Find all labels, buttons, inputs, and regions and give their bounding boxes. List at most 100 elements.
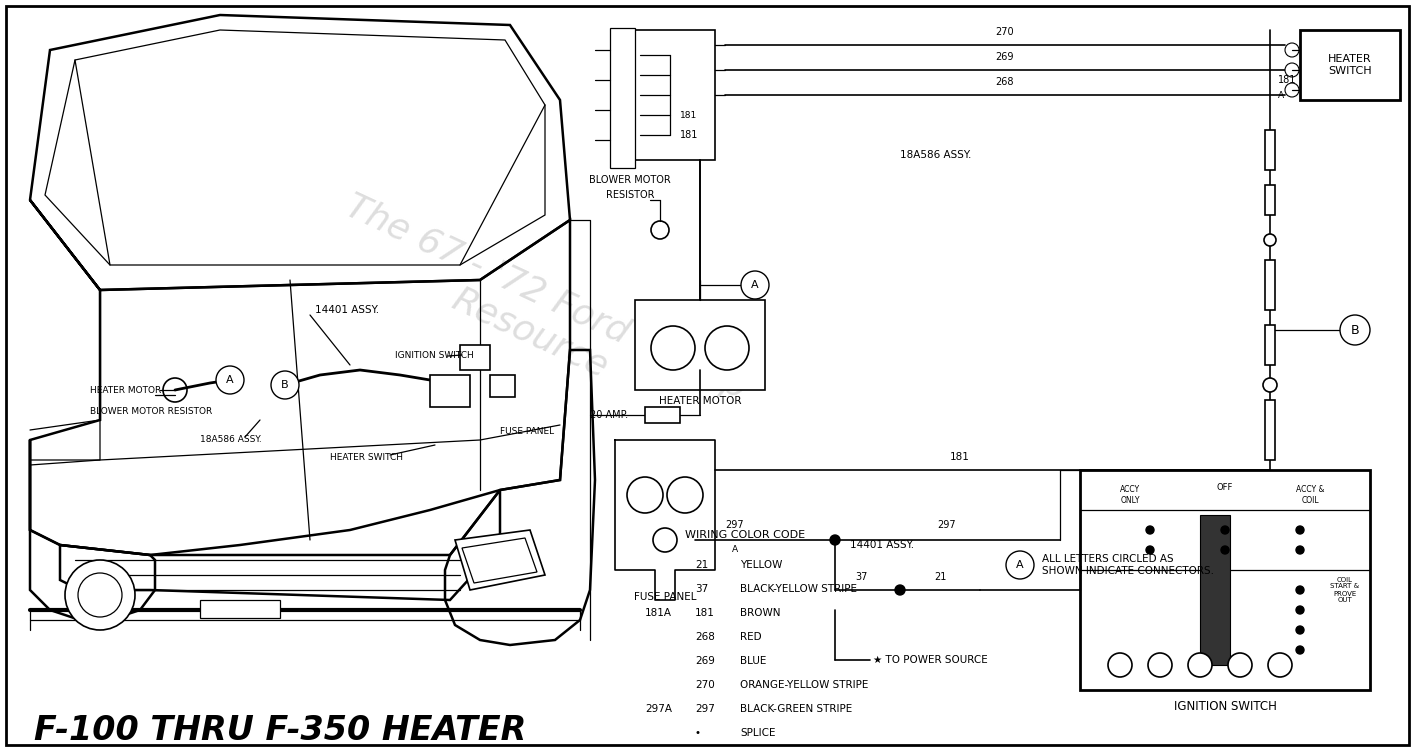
Text: 37: 37: [695, 584, 709, 594]
Text: •: •: [695, 728, 700, 738]
Circle shape: [652, 528, 676, 552]
Text: 181: 181: [695, 608, 715, 618]
Text: HEATER MOTOR: HEATER MOTOR: [659, 396, 741, 406]
Text: 181A: 181A: [645, 608, 672, 618]
Circle shape: [1268, 653, 1292, 677]
Text: 14401 ASSY.: 14401 ASSY.: [316, 305, 379, 315]
Text: 269: 269: [695, 656, 715, 666]
Text: A: A: [751, 280, 758, 290]
Bar: [635, 30, 715, 160]
Text: ACCY &
COIL: ACCY & COIL: [1296, 485, 1324, 505]
Circle shape: [831, 535, 841, 545]
Circle shape: [1146, 526, 1155, 534]
Circle shape: [741, 271, 768, 299]
Text: ACCY
ONLY: ACCY ONLY: [1119, 485, 1140, 505]
Bar: [1265, 325, 1275, 365]
Text: B: B: [282, 380, 289, 390]
Circle shape: [1189, 653, 1213, 677]
Circle shape: [1108, 653, 1132, 677]
Text: 270: 270: [695, 680, 715, 690]
Text: 297A: 297A: [645, 704, 672, 714]
Circle shape: [1296, 606, 1305, 614]
Circle shape: [1228, 653, 1252, 677]
Text: BLOWER MOTOR: BLOWER MOTOR: [589, 175, 671, 185]
Bar: [1080, 470, 1370, 690]
Text: 268: 268: [996, 77, 1015, 87]
Text: BLACK-GREEN STRIPE: BLACK-GREEN STRIPE: [740, 704, 852, 714]
Text: A: A: [732, 545, 739, 554]
Bar: [645, 407, 681, 423]
Text: 18A586 ASSY.: 18A586 ASSY.: [200, 436, 262, 445]
Bar: [635, 300, 766, 390]
Text: 21: 21: [695, 560, 709, 570]
Bar: [200, 600, 280, 618]
Text: HEATER SWITCH: HEATER SWITCH: [330, 453, 403, 462]
Bar: [1265, 185, 1275, 215]
Text: FUSE PANEL: FUSE PANEL: [499, 427, 555, 436]
Bar: [1265, 400, 1275, 460]
Bar: [1300, 30, 1399, 100]
Circle shape: [666, 477, 703, 513]
Circle shape: [1285, 43, 1299, 57]
Circle shape: [651, 326, 695, 370]
Text: IGNITION SWITCH: IGNITION SWITCH: [395, 351, 474, 360]
Polygon shape: [456, 530, 545, 590]
Text: ★ TO POWER SOURCE: ★ TO POWER SOURCE: [873, 655, 988, 665]
Text: OFF: OFF: [1217, 484, 1234, 493]
Circle shape: [1296, 586, 1305, 594]
Text: A: A: [1016, 560, 1024, 570]
Text: 21: 21: [934, 572, 947, 582]
Polygon shape: [463, 538, 538, 583]
Circle shape: [627, 477, 664, 513]
Text: 297: 297: [695, 704, 715, 714]
Text: A: A: [1278, 91, 1285, 99]
Bar: [490, 375, 515, 397]
Text: BLUE: BLUE: [740, 656, 767, 666]
Circle shape: [1296, 546, 1305, 554]
Text: SPLICE: SPLICE: [740, 728, 775, 738]
Circle shape: [163, 378, 187, 402]
Text: HEATER MOTOR: HEATER MOTOR: [91, 386, 161, 395]
Text: WIRING COLOR CODE: WIRING COLOR CODE: [685, 530, 805, 540]
Circle shape: [272, 371, 299, 399]
Circle shape: [1148, 653, 1172, 677]
Text: YELLOW: YELLOW: [740, 560, 782, 570]
Bar: [1265, 130, 1275, 170]
Text: 181: 181: [681, 110, 698, 119]
Text: BLOWER MOTOR RESISTOR: BLOWER MOTOR RESISTOR: [91, 407, 212, 416]
Text: COIL
START &
PROVE
OUT: COIL START & PROVE OUT: [1330, 577, 1360, 604]
Text: 20 AMP.: 20 AMP.: [590, 410, 628, 420]
Text: 181: 181: [681, 130, 699, 140]
Text: BROWN: BROWN: [740, 608, 781, 618]
Circle shape: [1296, 526, 1305, 534]
Circle shape: [896, 585, 906, 595]
Text: 37: 37: [856, 572, 869, 582]
Text: 270: 270: [996, 27, 1015, 37]
Text: The 67 - '72 Ford Pickup
Resource: The 67 - '72 Ford Pickup Resource: [324, 189, 751, 442]
Circle shape: [1340, 315, 1370, 345]
Circle shape: [1221, 546, 1230, 554]
Bar: [610, 28, 635, 168]
Text: 181: 181: [949, 452, 969, 462]
Bar: [1200, 515, 1230, 665]
Text: FUSE PANEL: FUSE PANEL: [634, 592, 696, 602]
Text: B: B: [1351, 324, 1360, 336]
Text: 269: 269: [996, 52, 1015, 62]
Text: RED: RED: [740, 632, 761, 642]
Circle shape: [1264, 378, 1276, 392]
Text: 297: 297: [938, 520, 957, 530]
Circle shape: [705, 326, 749, 370]
Circle shape: [1221, 526, 1230, 534]
Text: IGNITION SWITCH: IGNITION SWITCH: [1173, 700, 1276, 713]
Circle shape: [651, 221, 669, 239]
Circle shape: [1146, 546, 1155, 554]
Circle shape: [1264, 234, 1276, 246]
Text: ORANGE-YELLOW STRIPE: ORANGE-YELLOW STRIPE: [740, 680, 869, 690]
Circle shape: [1296, 626, 1305, 634]
Bar: [430, 375, 470, 407]
Text: A: A: [226, 375, 233, 385]
Text: BLACK-YELLOW STRIPE: BLACK-YELLOW STRIPE: [740, 584, 857, 594]
Circle shape: [216, 366, 243, 394]
Text: 14401 ASSY.: 14401 ASSY.: [850, 540, 914, 550]
Bar: [460, 345, 490, 370]
